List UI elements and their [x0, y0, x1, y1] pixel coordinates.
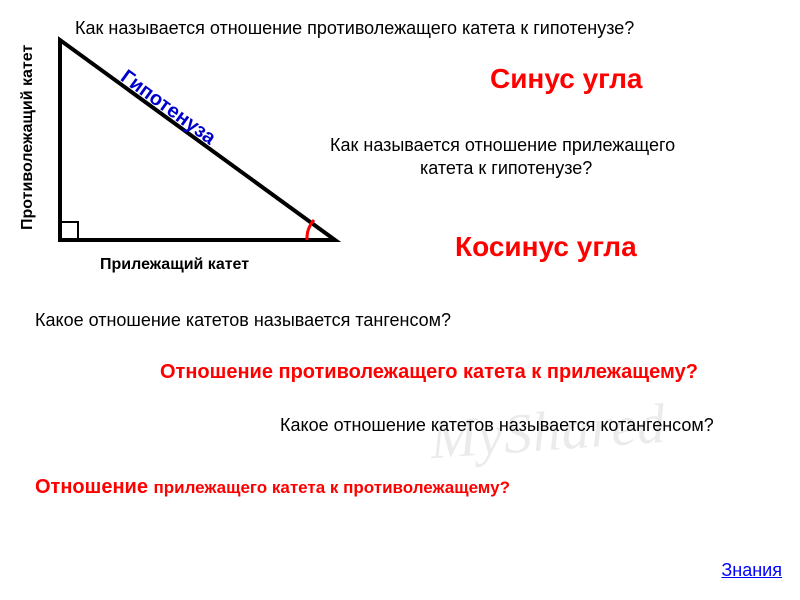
answer-1: Синус угла	[490, 62, 642, 96]
question-3: Какое отношение катетов называется танге…	[35, 310, 451, 332]
question-2-line2: катета к гипотенузе?	[420, 158, 592, 180]
question-4: Какое отношение катетов называется котан…	[280, 415, 714, 437]
knowledge-link[interactable]: Знания	[721, 560, 782, 582]
label-adjacent-leg: Прилежащий катет	[100, 255, 249, 274]
answer-4-part1: Отношение	[35, 476, 154, 498]
answer-2: Косинус угла	[455, 230, 637, 264]
question-2-line1: Как называется отношение прилежащего	[330, 135, 675, 157]
question-1: Как называется отношение противолежащего…	[75, 18, 795, 40]
answer-4: Отношение прилежащего катета к противоле…	[35, 475, 510, 499]
slide-stage: MyShared Противолежащий катет Прилежащий…	[0, 0, 800, 600]
label-opposite-leg: Противолежащий катет	[18, 45, 37, 230]
answer-4-part2: прилежащего катета к противолежащему?	[154, 478, 511, 497]
answer-3: Отношение противолежащего катета к приле…	[160, 360, 698, 384]
right-angle-marker	[60, 222, 78, 240]
angle-arc	[307, 220, 314, 240]
